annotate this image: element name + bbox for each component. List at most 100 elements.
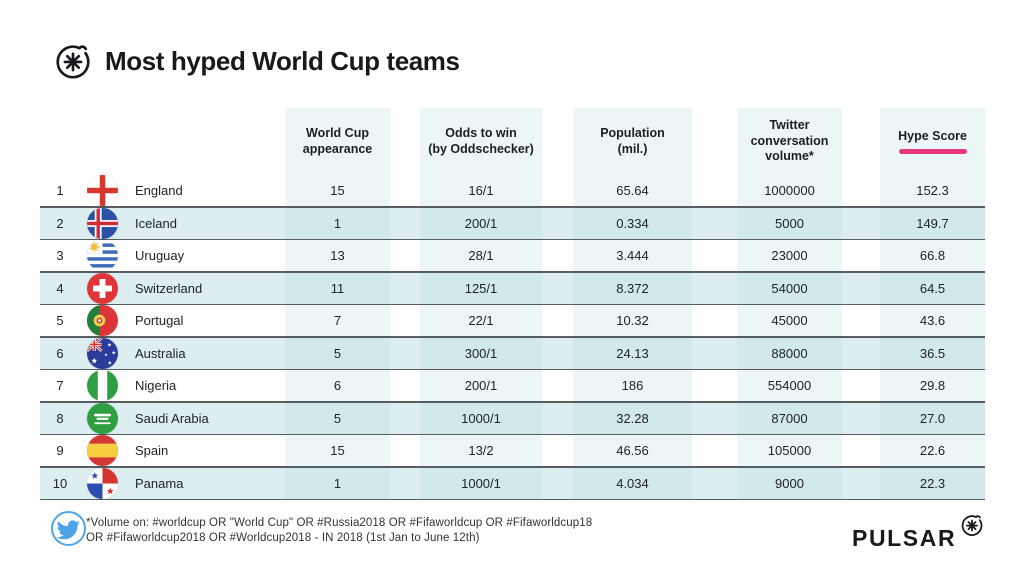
flag-cell xyxy=(80,402,125,434)
column-gap xyxy=(842,175,880,206)
column-gap xyxy=(542,207,573,239)
volume-cell: 554000 xyxy=(737,370,842,401)
column-gap xyxy=(692,175,737,206)
volume-cell: 88000 xyxy=(737,337,842,369)
population-cell: 65.64 xyxy=(573,175,692,206)
header-spacer xyxy=(692,108,737,175)
population-cell: 24.13 xyxy=(573,337,692,369)
appearance-cell: 6 xyxy=(285,370,390,401)
odds-cell: 1000/1 xyxy=(420,402,542,434)
column-gap xyxy=(842,467,880,499)
header-spacer xyxy=(542,108,573,175)
hype-score-cell: 152.3 xyxy=(880,175,985,206)
odds-cell: 13/2 xyxy=(420,435,542,466)
table-row: 4 Switzerland 11 125/1 8.372 54000 64.5 xyxy=(40,272,985,305)
column-gap xyxy=(542,435,573,466)
hype-score-underline xyxy=(898,148,967,154)
column-gap xyxy=(692,337,737,369)
header-spacer xyxy=(40,108,80,175)
portugal-flag-icon xyxy=(87,305,118,336)
population-cell: 46.56 xyxy=(573,435,692,466)
hype-score-cell: 29.8 xyxy=(880,370,985,401)
population-cell: 0.334 xyxy=(573,207,692,239)
england-flag-icon xyxy=(87,175,118,206)
header-odds: Odds to win (by Oddschecker) xyxy=(420,108,542,175)
hype-score-cell: 27.0 xyxy=(880,402,985,434)
appearance-cell: 5 xyxy=(285,402,390,434)
column-gap xyxy=(842,337,880,369)
column-gap xyxy=(542,370,573,401)
column-header-label: World Cup appearance xyxy=(302,126,373,156)
column-gap xyxy=(842,207,880,239)
column-header-label: Hype Score xyxy=(898,129,967,144)
switzerland-flag-icon xyxy=(87,272,118,304)
odds-cell: 28/1 xyxy=(420,240,542,271)
column-gap xyxy=(842,272,880,304)
hype-score-cell: 149.7 xyxy=(880,207,985,239)
uruguay-flag-icon xyxy=(87,240,118,271)
header-appearance: World Cup appearance xyxy=(285,108,390,175)
column-gap xyxy=(390,402,420,434)
footnote-line2: OR #Fifaworldcup2018 OR #Worldcup2018 - … xyxy=(86,532,480,544)
population-cell: 186 xyxy=(573,370,692,401)
team-name-cell: England xyxy=(135,183,183,198)
column-gap xyxy=(390,435,420,466)
column-gap xyxy=(542,402,573,434)
header-spacer xyxy=(842,108,880,175)
odds-cell: 300/1 xyxy=(420,337,542,369)
column-gap xyxy=(692,370,737,401)
column-gap xyxy=(542,305,573,336)
flag-cell xyxy=(80,370,125,401)
table-row: 10 Panama 1 1000/1 4.034 9000 22.3 xyxy=(40,467,985,500)
column-gap xyxy=(692,467,737,499)
column-gap xyxy=(390,240,420,271)
volume-cell: 105000 xyxy=(737,435,842,466)
rank-cell: 4 xyxy=(40,272,80,304)
column-gap xyxy=(692,272,737,304)
hype-score-cell: 64.5 xyxy=(880,272,985,304)
odds-cell: 16/1 xyxy=(420,175,542,206)
panama-flag-icon xyxy=(87,467,118,499)
twitter-bird-icon xyxy=(50,510,87,552)
column-gap xyxy=(390,272,420,304)
rank-cell: 2 xyxy=(40,207,80,239)
flag-cell xyxy=(80,272,125,304)
team-name-cell: Portugal xyxy=(135,313,184,328)
column-gap xyxy=(390,337,420,369)
column-gap xyxy=(542,272,573,304)
column-gap xyxy=(842,240,880,271)
column-gap xyxy=(542,467,573,499)
team-name-cell: Panama xyxy=(125,467,285,499)
column-gap xyxy=(842,370,880,401)
volume-cell: 54000 xyxy=(737,272,842,304)
flag-cell xyxy=(80,337,125,369)
team-name-cell: Iceland xyxy=(125,207,285,239)
rank-cell: 5 xyxy=(56,313,64,328)
appearance-cell: 15 xyxy=(285,175,390,206)
appearance-cell: 13 xyxy=(285,240,390,271)
column-gap xyxy=(692,435,737,466)
column-gap xyxy=(842,435,880,466)
population-cell: 10.32 xyxy=(573,305,692,336)
page-title: Most hyped World Cup teams xyxy=(105,45,460,76)
iceland-flag-icon xyxy=(87,207,118,239)
brand-lockup: PULSAR xyxy=(852,512,985,552)
header-spacer xyxy=(125,108,285,175)
table-row: 3 Uruguay 13 28/1 3.444 23000 66.8 xyxy=(40,240,985,273)
header-hype-score: Hype Score xyxy=(880,108,985,175)
appearance-cell: 15 xyxy=(285,435,390,466)
column-gap xyxy=(692,305,737,336)
odds-cell: 1000/1 xyxy=(420,467,542,499)
flag-cell xyxy=(80,435,125,466)
column-gap xyxy=(390,305,420,336)
rank-cell: 9 xyxy=(56,443,64,458)
volume-cell: 87000 xyxy=(737,402,842,434)
table-row: 6 Australia 5 300/1 24.13 88000 36.5 xyxy=(40,337,985,370)
volume-cell: 9000 xyxy=(737,467,842,499)
table-row: 1 England 15 16/1 65.64 1000000 152.3 xyxy=(40,175,985,208)
rank-cell: 7 xyxy=(56,378,64,393)
column-header-label: Population (mil.) xyxy=(600,126,665,156)
team-name-cell: Australia xyxy=(125,337,285,369)
pulsar-logo-icon xyxy=(961,515,983,536)
header-spacer xyxy=(390,108,420,175)
